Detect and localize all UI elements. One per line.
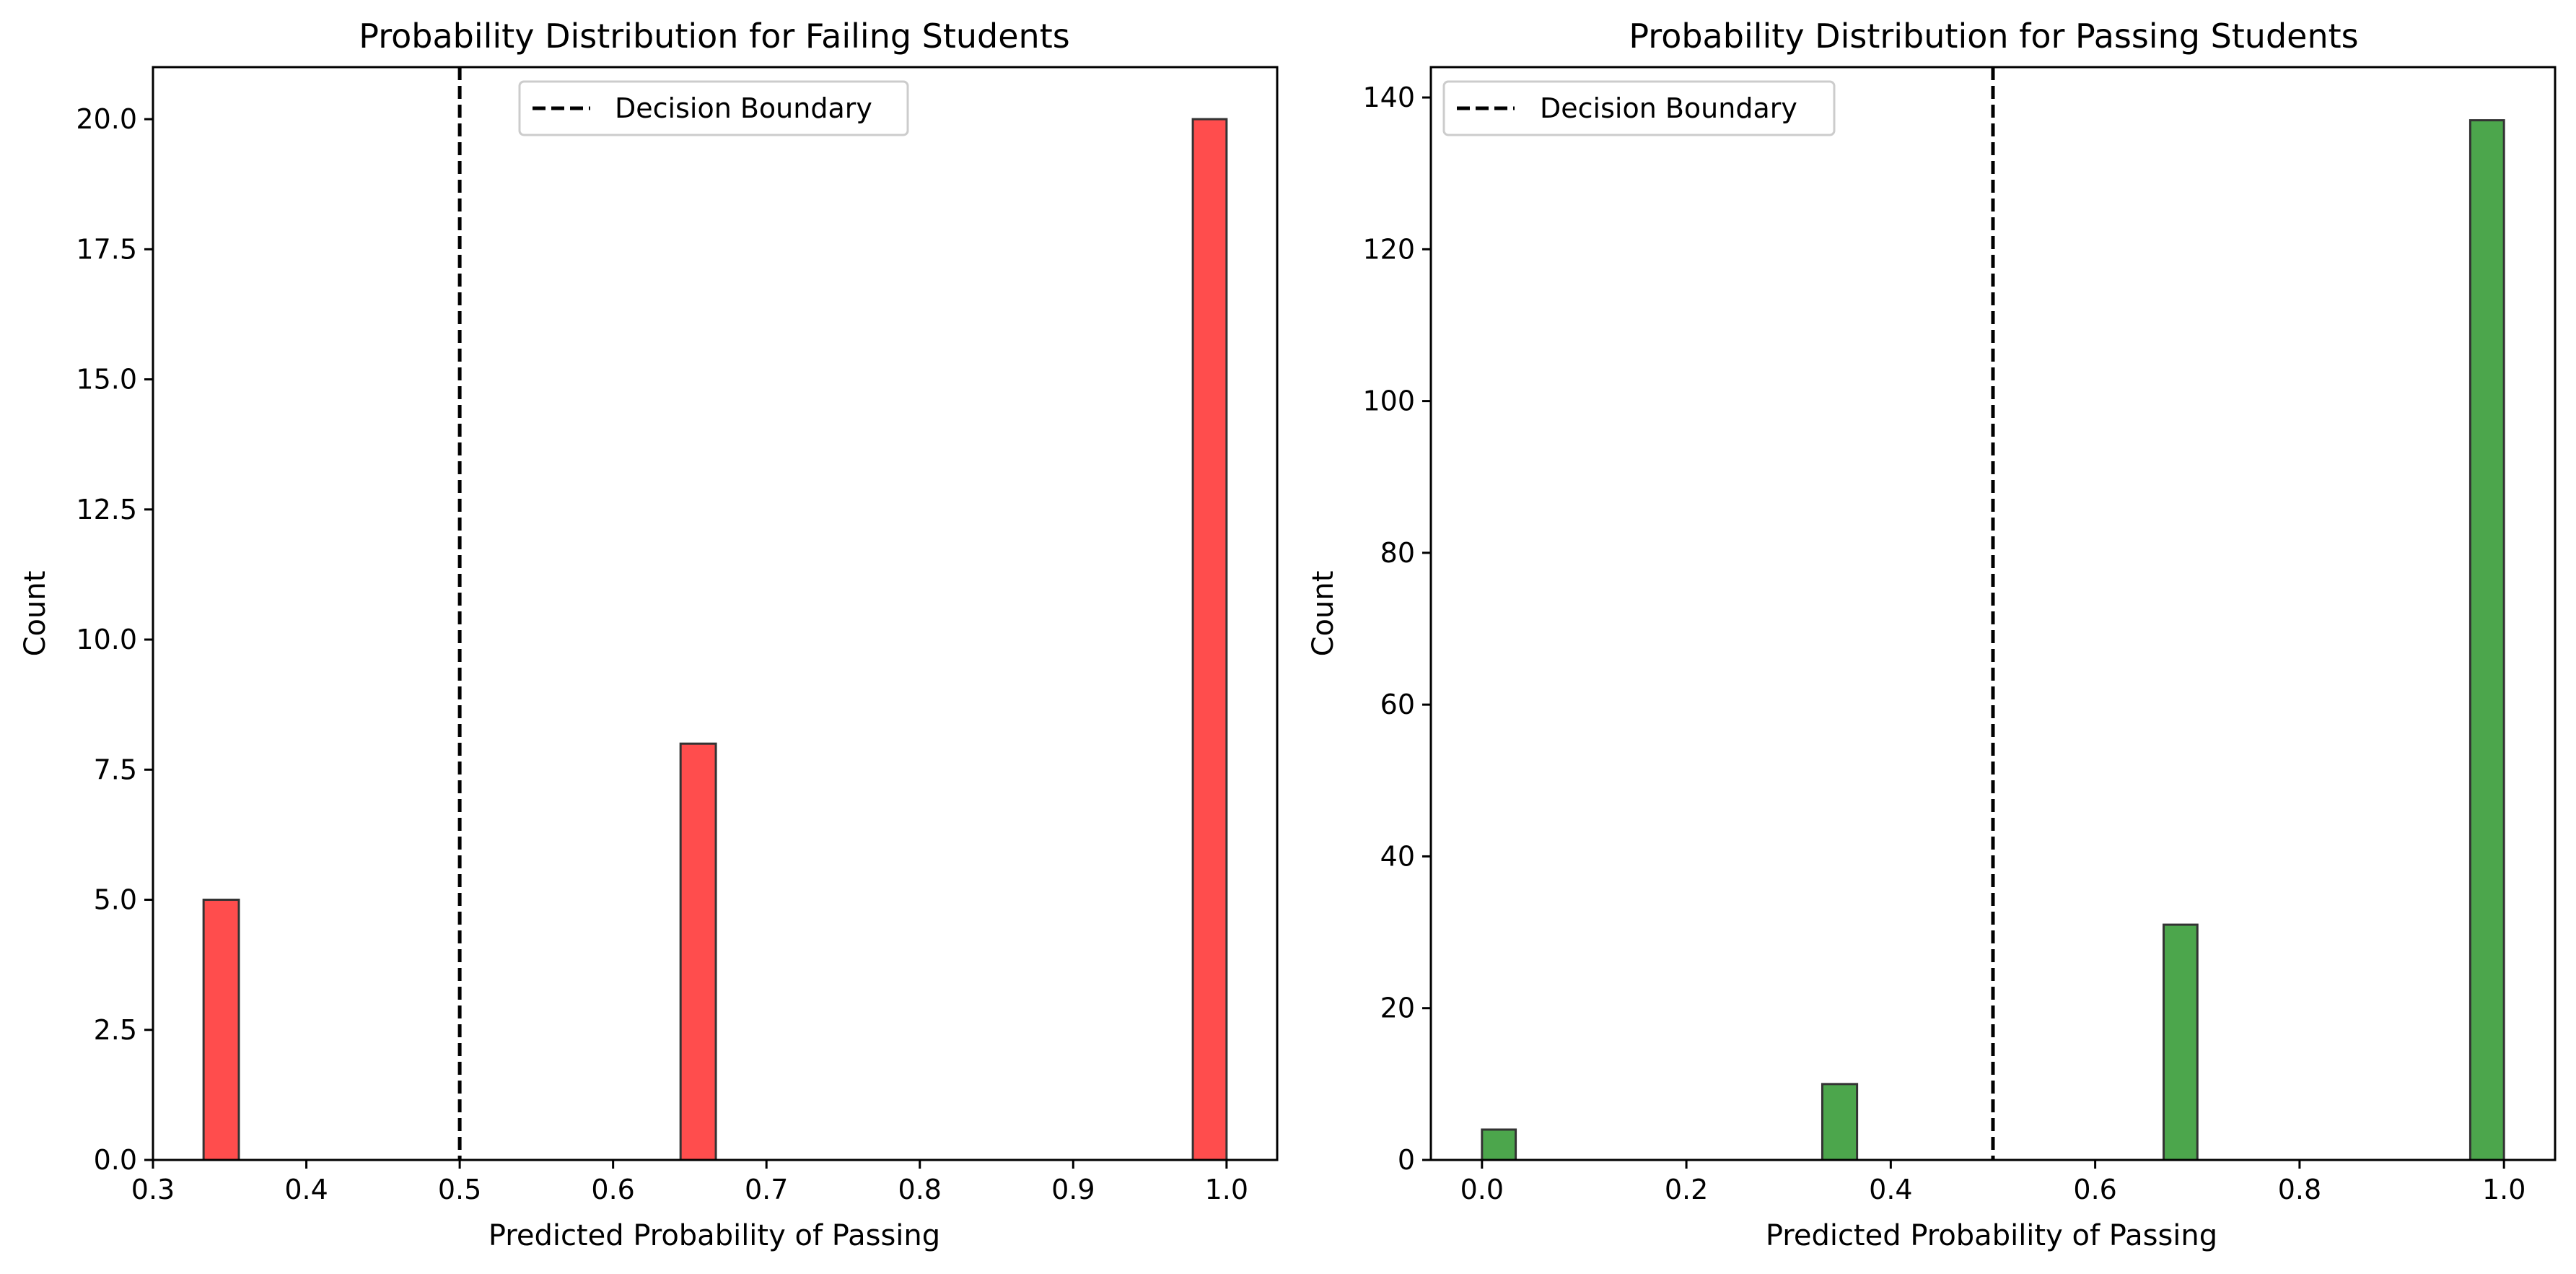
histogram-bar-passing-1 (1821, 1083, 1859, 1161)
panel-failing-bars (202, 118, 1228, 1161)
x-tick-label: 0.6 (591, 1174, 634, 1205)
panel-passing-bars (1481, 119, 2505, 1161)
x-tick-label: 0.4 (284, 1174, 328, 1205)
y-tick-label: 100 (1362, 385, 1415, 417)
x-tick-label: 0.2 (1665, 1174, 1708, 1205)
legend-label: Decision Boundary (615, 92, 872, 124)
x-tick-label: 1.0 (2482, 1174, 2525, 1205)
panel-failing-y-axis: 0.0 2.5 5.0 7.5 10.0 12.5 15.0 17.5 20.0 (76, 103, 153, 1176)
y-tick-label: 140 (1362, 82, 1415, 113)
panel-failing-legend: Decision Boundary (518, 80, 909, 136)
y-tick-label: 15.0 (76, 364, 137, 396)
x-tick-label: 0.8 (898, 1174, 942, 1205)
y-tick-label: 12.5 (76, 494, 137, 525)
x-tick-label: 0.9 (1051, 1174, 1095, 1205)
y-tick-label: 120 (1362, 233, 1415, 265)
histogram-bar-failing-0 (202, 899, 240, 1161)
y-tick-label: 20 (1380, 992, 1415, 1024)
y-tick-label: 0 (1398, 1144, 1415, 1176)
x-tick-label: 0.8 (2278, 1174, 2321, 1205)
x-tick-label: 0.5 (438, 1174, 481, 1205)
panel-passing: Probability Distribution for Passing Stu… (1307, 17, 2557, 1252)
x-tick-label: 0.0 (1460, 1174, 1504, 1205)
x-tick-label: 0.7 (745, 1174, 788, 1205)
panel-failing-x-axis: 0.3 0.4 0.5 0.6 0.7 0.8 0.9 1.0 (131, 1160, 1248, 1205)
x-tick-label: 0.4 (1869, 1174, 1912, 1205)
panel-failing-ylabel: Count (19, 571, 52, 657)
y-tick-label: 80 (1380, 537, 1415, 569)
legend-label: Decision Boundary (1540, 92, 1797, 124)
panel-passing-xlabel: Predicted Probability of Passing (1766, 1219, 2217, 1252)
panel-passing-title: Probability Distribution for Passing Stu… (1629, 17, 2358, 56)
panel-failing-frame (152, 66, 1279, 1161)
histogram-bar-passing-0 (1481, 1128, 1517, 1161)
legend-box (1442, 80, 1836, 136)
y-tick-label: 10.0 (76, 624, 137, 655)
panel-failing: Probability Distribution for Failing Stu… (19, 17, 1279, 1252)
panel-passing-legend: Decision Boundary (1442, 80, 1836, 136)
panel-passing-frame (1429, 66, 2557, 1161)
y-tick-label: 7.5 (94, 754, 137, 785)
histogram-bar-failing-1 (679, 742, 717, 1161)
y-tick-label: 60 (1380, 689, 1415, 720)
y-tick-label: 40 (1380, 840, 1415, 872)
y-tick-label: 20.0 (76, 103, 137, 135)
panel-passing-ylabel: Count (1307, 571, 1340, 657)
histogram-bar-passing-2 (2163, 923, 2199, 1161)
y-tick-label: 17.5 (76, 233, 137, 265)
x-tick-label: 0.3 (131, 1174, 175, 1205)
histogram-bar-failing-2 (1191, 118, 1228, 1161)
legend-box (518, 80, 909, 136)
y-tick-label: 2.5 (94, 1014, 137, 1046)
histogram-bar-passing-3 (2468, 119, 2505, 1161)
y-tick-label: 0.0 (94, 1144, 137, 1176)
y-tick-label: 5.0 (94, 884, 137, 916)
panel-failing-xlabel: Predicted Probability of Passing (489, 1219, 940, 1252)
x-tick-label: 0.6 (2073, 1174, 2116, 1205)
panel-passing-x-axis: 0.0 0.2 0.4 0.6 0.8 1.0 (1460, 1160, 2525, 1205)
panel-passing-y-axis: 0 20 40 60 80 100 120 140 (1362, 82, 1431, 1176)
x-tick-label: 1.0 (1205, 1174, 1248, 1205)
panel-failing-title: Probability Distribution for Failing Stu… (359, 17, 1069, 56)
